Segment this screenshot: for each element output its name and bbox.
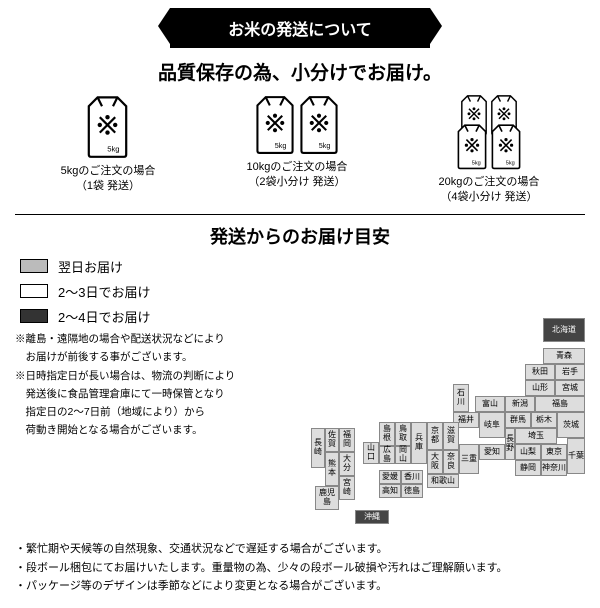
map-prefecture: 岐阜 bbox=[479, 412, 505, 438]
divider bbox=[15, 214, 585, 215]
map-prefecture: 静岡 bbox=[515, 460, 541, 476]
map-prefecture: 広島 bbox=[379, 446, 395, 464]
map-prefecture: 青森 bbox=[543, 348, 585, 364]
map-prefecture: 佐賀 bbox=[325, 428, 339, 452]
bag-group: 5kg 5kgのご注文の場合（1袋 発送） bbox=[61, 93, 156, 206]
map-prefecture: 奈良 bbox=[443, 450, 459, 474]
svg-text:5kg: 5kg bbox=[275, 141, 287, 150]
bag-icon: 5kg 5kg 5kg 5kg bbox=[452, 93, 526, 170]
legend-swatch bbox=[20, 284, 48, 298]
map-prefecture: 沖縄 bbox=[355, 510, 389, 524]
footer-line: ・繁忙期や天候等の自然現象、交通状況などで遅延する場合がございます。 bbox=[15, 540, 585, 559]
map-prefecture: 栃木 bbox=[531, 412, 557, 428]
bag-icon: 5kg 5kg bbox=[249, 93, 345, 158]
bag-caption: 10kgのご注文の場合（2袋小分け 発送） bbox=[247, 160, 348, 191]
svg-text:5kg: 5kg bbox=[108, 144, 120, 153]
map-prefecture: 鳥取 bbox=[395, 422, 411, 446]
svg-text:5kg: 5kg bbox=[506, 160, 515, 166]
map-prefecture: 北海道 bbox=[543, 318, 585, 342]
heading-quality: 品質保存の為、小分けでお届け。 bbox=[0, 58, 600, 85]
heading-delivery: 発送からのお届け目安 bbox=[0, 223, 600, 249]
map-prefecture: 茨城 bbox=[557, 412, 585, 438]
legend-label: 2〜4日でお届け bbox=[58, 307, 150, 326]
bag-icon: 5kg bbox=[80, 93, 135, 162]
legend-item: 2〜4日でお届け bbox=[20, 307, 580, 326]
map-prefecture: 福岡 bbox=[339, 428, 355, 452]
svg-text:5kg: 5kg bbox=[319, 141, 331, 150]
map-prefecture: 千葉 bbox=[567, 438, 585, 474]
map-prefecture: 京都 bbox=[427, 422, 443, 450]
footer-line: ・パッケージ等のデザインは季節などにより変更となる場合がございます。 bbox=[15, 577, 585, 596]
note-text: ※日時指定日が長い場合は、物流の判断により bbox=[15, 369, 585, 385]
map-prefecture: 大阪 bbox=[427, 450, 443, 474]
map-prefecture: 香川 bbox=[401, 470, 423, 484]
map-prefecture: 愛媛 bbox=[379, 470, 401, 484]
footer-notes: ・繁忙期や天候等の自然現象、交通状況などで遅延する場合がございます。・段ボール梱… bbox=[15, 540, 585, 596]
legend-item: 翌日お届け bbox=[20, 257, 580, 276]
map-prefecture: 秋田 bbox=[525, 364, 555, 380]
map-prefecture: 東京 bbox=[541, 444, 567, 460]
map-prefecture: 神奈川 bbox=[541, 460, 567, 476]
map-prefecture: 島根 bbox=[379, 422, 395, 446]
banner: お米の発送について bbox=[170, 8, 430, 48]
map-prefecture: 宮崎 bbox=[339, 476, 355, 500]
svg-text:5kg: 5kg bbox=[472, 160, 481, 166]
map-prefecture: 長野 bbox=[505, 428, 515, 460]
map-prefecture: 山形 bbox=[525, 380, 555, 396]
map-prefecture: 群馬 bbox=[505, 412, 531, 428]
footer-line: ・段ボール梱包にてお届けいたします。重量物の為、少々の段ボール破損や汚れはご理解… bbox=[15, 559, 585, 578]
map-prefecture: 滋賀 bbox=[443, 422, 459, 450]
legend-item: 2〜3日でお届け bbox=[20, 282, 580, 301]
legend-label: 2〜3日でお届け bbox=[58, 282, 150, 301]
map-prefecture: 三重 bbox=[459, 444, 479, 474]
map-prefecture: 富山 bbox=[475, 396, 505, 412]
map-prefecture: 岡山 bbox=[395, 446, 411, 464]
map-prefecture: 徳島 bbox=[401, 484, 423, 498]
map-prefecture: 石川 bbox=[453, 384, 469, 412]
map-prefecture: 山口 bbox=[363, 442, 379, 464]
legend-swatch bbox=[20, 309, 48, 323]
bag-row: 5kg 5kgのご注文の場合（1袋 発送） 5kg 5kg 10kgのご注文の場… bbox=[0, 93, 600, 206]
bag-group: 5kg 5kg 10kgのご注文の場合（2袋小分け 発送） bbox=[247, 93, 348, 206]
map-prefecture: 長崎 bbox=[311, 428, 325, 468]
map-prefecture: 岩手 bbox=[555, 364, 585, 380]
note-text: お届けが前後する事がございます。 bbox=[15, 350, 585, 366]
map-prefecture: 愛知 bbox=[479, 444, 505, 460]
map-prefecture: 福島 bbox=[535, 396, 585, 412]
map-prefecture: 鹿児島 bbox=[315, 486, 339, 510]
map-prefecture: 山梨 bbox=[515, 444, 541, 460]
map-prefecture: 埼玉 bbox=[515, 428, 557, 444]
bag-group: 5kg 5kg 5kg 5kg 20kgのご注文の場合（4袋小分け 発送） bbox=[439, 93, 540, 206]
banner-title: お米の発送について bbox=[228, 22, 372, 39]
note-text: ※離島・遠隔地の場合や配送状況などにより bbox=[15, 332, 585, 348]
bag-caption: 20kgのご注文の場合（4袋小分け 発送） bbox=[439, 175, 540, 206]
legend-label: 翌日お届け bbox=[58, 257, 123, 276]
bag-caption: 5kgのご注文の場合（1袋 発送） bbox=[61, 164, 156, 195]
map-prefecture: 兵庫 bbox=[411, 422, 427, 464]
map-prefecture: 宮城 bbox=[555, 380, 585, 396]
map-prefecture: 熊本 bbox=[325, 452, 339, 486]
map-prefecture: 高知 bbox=[379, 484, 401, 498]
legend-swatch bbox=[20, 259, 48, 273]
map-prefecture: 和歌山 bbox=[427, 474, 459, 488]
legend: 翌日お届け 2〜3日でお届け 2〜4日でお届け bbox=[0, 257, 600, 326]
map-prefecture: 大分 bbox=[339, 452, 355, 476]
map-prefecture: 新潟 bbox=[505, 396, 535, 412]
